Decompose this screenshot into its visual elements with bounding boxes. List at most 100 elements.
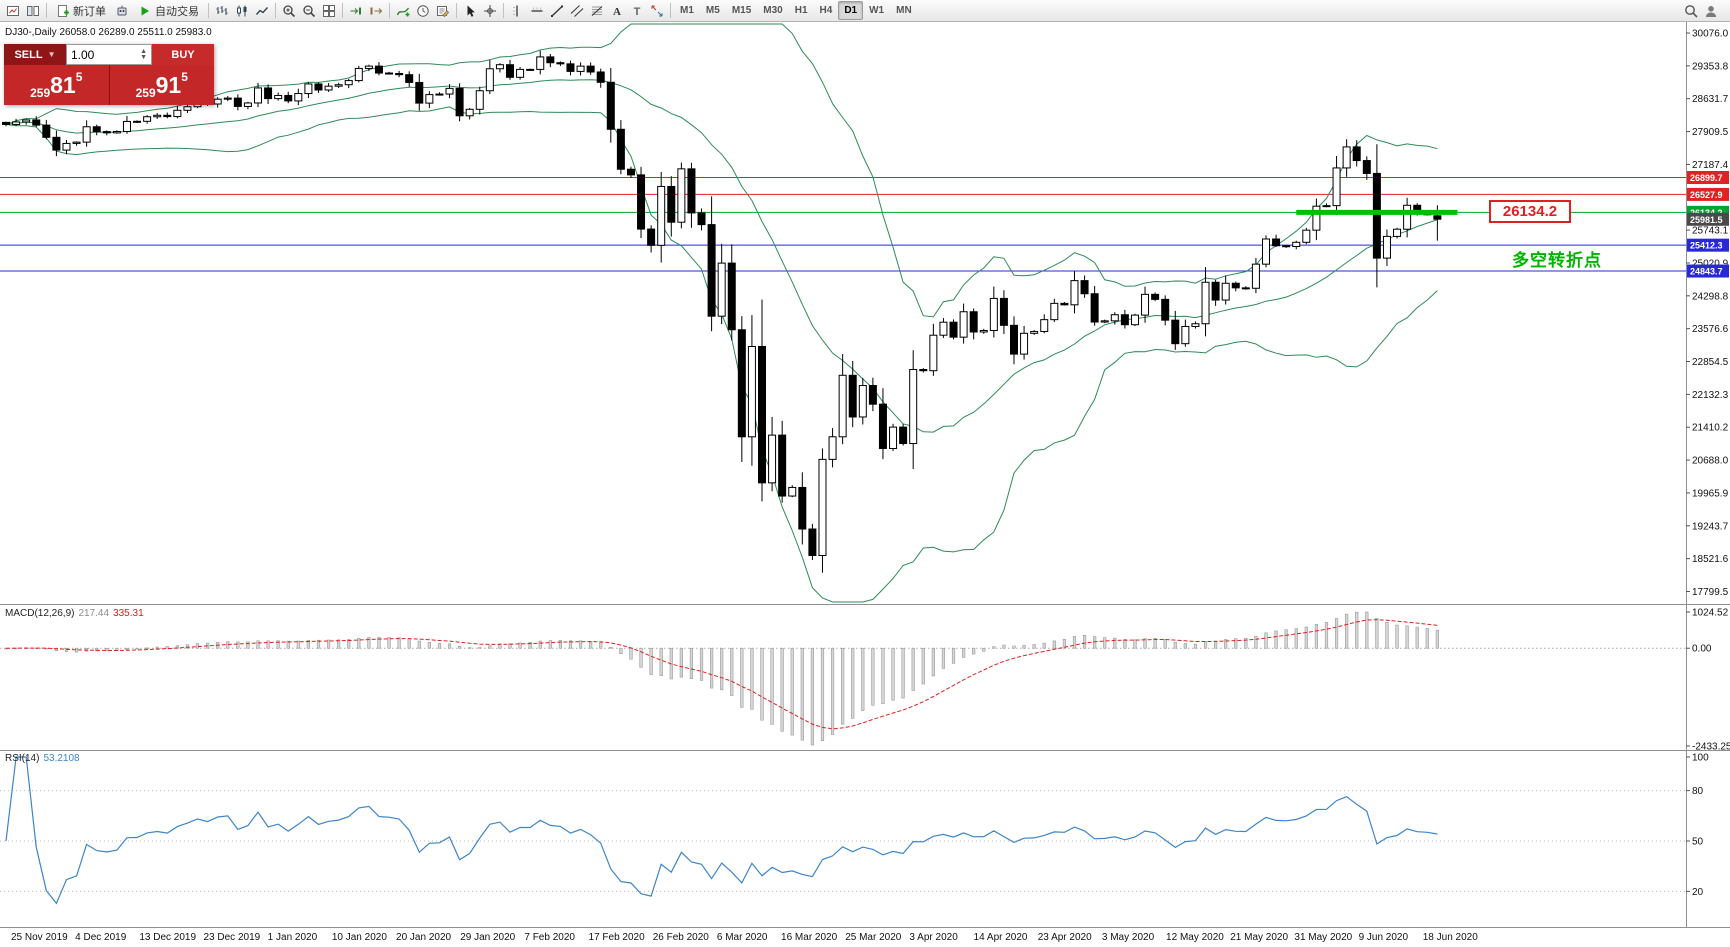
market-watch-icon[interactable] (23, 1, 43, 21)
search-glyph (1685, 4, 1698, 18)
turning-point-label[interactable]: 多空转折点 (1512, 251, 1602, 270)
labelT-glyph: T (634, 6, 641, 18)
date-label: 10 Jan 2020 (331, 932, 387, 943)
volume-up-button[interactable]: ▲ (140, 47, 147, 55)
textA-glyph: A (613, 6, 621, 18)
equidistant-channel-icon[interactable] (567, 1, 587, 21)
sell-price-big: 81 (50, 71, 76, 98)
timeframe-m5-button[interactable]: M5 (705, 5, 720, 16)
bar-chart-icon[interactable] (212, 1, 232, 21)
price-callout[interactable]: 26134.2 (1489, 200, 1571, 224)
autotrading-button[interactable]: 自动交易 (132, 1, 205, 21)
volume-input[interactable]: 1.00 ▲ ▼ (66, 44, 152, 65)
macd-panel: 1024.52 0.00 -2433.25 (0, 608, 1730, 753)
fibonacci-icon[interactable] (587, 1, 607, 21)
timeframe-m15-button[interactable]: M15 (731, 5, 752, 16)
buy-button[interactable]: 259 91 5 (109, 65, 214, 105)
crosshair-icon[interactable] (480, 1, 500, 21)
rsi-line (5, 756, 1438, 905)
trendline-icon[interactable] (547, 1, 567, 21)
community-icon[interactable] (1701, 1, 1721, 21)
chart-shift-icon[interactable] (366, 1, 386, 21)
svg-text:30076.0: 30076.0 (1692, 29, 1729, 40)
timeframe-d1-button[interactable]: D1 (838, 1, 864, 20)
svg-text:0.00: 0.00 (1692, 644, 1712, 655)
chartwin-glyph (7, 5, 19, 16)
macd-signal-value: 335.31 (113, 608, 144, 619)
periods-icon[interactable] (413, 1, 433, 21)
svg-text:20: 20 (1692, 887, 1704, 898)
horizontal-level-lines[interactable] (0, 177, 1686, 272)
channel-glyph (570, 4, 584, 17)
vertical-line-icon[interactable] (507, 1, 527, 21)
svg-text:28631.7: 28631.7 (1692, 94, 1729, 105)
vline-glyph (513, 5, 518, 16)
indicators-icon[interactable] (393, 1, 413, 21)
timeframe-w1-button[interactable]: W1 (869, 5, 885, 16)
chart-window-icon[interactable] (3, 1, 23, 21)
zoom-out-icon[interactable] (299, 1, 319, 21)
price-scale: 30076.0 29353.8 28631.7 27909.5 27187.4 25743… (1686, 29, 1729, 598)
timeframe-h1-button[interactable]: H1 (794, 5, 808, 16)
tile-windows-icon[interactable] (319, 1, 339, 21)
timeframe-mn-button[interactable]: MN (896, 5, 912, 16)
date-label: 14 Apr 2020 (973, 932, 1028, 943)
search-icon[interactable] (1681, 1, 1701, 21)
expert-advisors-icon[interactable] (112, 1, 132, 21)
candles-glyph (237, 5, 247, 16)
indicators-glyph (396, 7, 410, 16)
volume-down-button[interactable]: ▼ (140, 53, 147, 61)
buy-label: BUY (171, 48, 195, 61)
text-icon[interactable]: A (607, 1, 627, 21)
rsi-value: 53.2108 (43, 753, 80, 764)
timeframe-m1-button[interactable]: M1 (680, 5, 694, 16)
toolbar-separator (342, 3, 343, 18)
cursor-icon[interactable] (460, 1, 480, 21)
autoscroll-glyph (350, 7, 361, 14)
svg-text:100: 100 (1692, 753, 1709, 764)
svg-text:25743.1: 25743.1 (1692, 226, 1729, 237)
trendline-glyph (551, 5, 563, 17)
neworder-glyph (58, 4, 69, 17)
date-label: 6 Mar 2020 (716, 932, 768, 943)
date-label: 20 Jan 2020 (396, 932, 452, 943)
one-click-trading-panel: SELL ▼ 1.00 ▲ ▼ BUY 259 81 5 259 91 5 (4, 44, 214, 105)
new-order-button[interactable]: 新订单 (50, 1, 112, 21)
svg-text:27187.4: 27187.4 (1692, 160, 1729, 171)
sell-button[interactable]: 259 81 5 (4, 65, 109, 105)
sell-header[interactable]: SELL ▼ (4, 44, 66, 65)
toolbar-right-group (1681, 1, 1727, 21)
date-label: 23 Apr 2020 (1037, 932, 1092, 943)
linechart-glyph (255, 6, 269, 15)
svg-text:23576.6: 23576.6 (1692, 324, 1729, 335)
buy-header[interactable]: BUY (152, 44, 214, 65)
text-label-icon[interactable]: T (627, 1, 647, 21)
date-label: 3 Apr 2020 (909, 932, 958, 943)
arrow-tools-icon[interactable] (647, 1, 667, 21)
timeframe-h4-button[interactable]: H4 (819, 5, 833, 16)
svg-text:21410.2: 21410.2 (1692, 423, 1729, 434)
timeframe-m30-button[interactable]: M30 (763, 5, 783, 16)
templates-icon[interactable] (433, 1, 453, 21)
svg-text:26527.9: 26527.9 (1690, 190, 1723, 200)
chartshift-glyph (370, 7, 383, 14)
macd-main-value: 217.44 (78, 608, 110, 619)
svg-text:29353.8: 29353.8 (1692, 61, 1729, 72)
svg-text:22132.3: 22132.3 (1692, 390, 1729, 401)
svg-text:27909.5: 27909.5 (1692, 127, 1729, 138)
candlestick-chart-icon[interactable] (232, 1, 252, 21)
sell-price-pip: 5 (75, 70, 83, 84)
rsi-indicator-label: RSI(14) 53.2108 (5, 753, 80, 764)
arrows-glyph (651, 5, 663, 16)
zoomin-glyph (283, 4, 296, 17)
date-label: 25 Nov 2019 (11, 932, 68, 943)
price-tag (1687, 264, 1729, 278)
zoom-in-icon[interactable] (279, 1, 299, 21)
date-label: 25 Mar 2020 (845, 932, 902, 943)
line-chart-icon[interactable] (252, 1, 272, 21)
horizontal-line-icon[interactable] (527, 1, 547, 21)
templates-glyph (437, 5, 450, 17)
toolbar: 新订单 自动交易 A T M1 M5 M15 M30 H1 H4 D1 W1 MN (0, 0, 1730, 22)
auto-scroll-icon[interactable] (346, 1, 366, 21)
